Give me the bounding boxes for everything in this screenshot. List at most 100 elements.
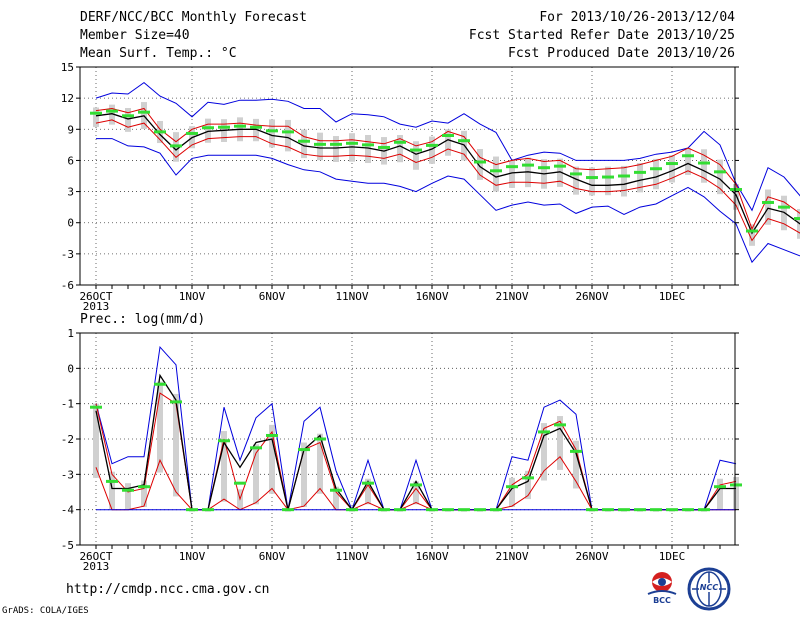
chart1-spread-box — [493, 156, 499, 192]
chart2-xtick-label: 26OCT — [79, 550, 112, 563]
chart-title: DERF/NCC/BCC Monthly Forecast — [80, 10, 307, 25]
chart2-spread-box — [541, 423, 547, 481]
chart1-ytick-label: 6 — [67, 154, 74, 167]
chart1-xtick-label: 26NOV — [575, 290, 608, 303]
chart1-series-1 — [95, 107, 800, 231]
chart1-spread-box — [557, 158, 563, 187]
chart1-ytick-label: 15 — [61, 61, 74, 74]
ncc-logo-text: NCC — [699, 583, 719, 592]
chart1-spread-box — [93, 107, 99, 127]
chart2-spread-box — [509, 477, 515, 508]
source-url: http://cmdp.ncc.cma.gov.cn — [66, 582, 270, 597]
chart1-frame — [79, 66, 736, 286]
variable-label-top: Mean Surf. Temp.: °C — [80, 46, 237, 61]
chart1-spread-box — [397, 134, 403, 163]
chart1-spread-box — [317, 132, 323, 161]
chart2-xtick-label: 1NOV — [179, 550, 206, 563]
chart2-xtick-label: 6NOV — [259, 550, 286, 563]
chart2-spread-box — [557, 416, 563, 470]
chart1-series-3 — [95, 119, 800, 242]
chart2-spread-box — [413, 481, 419, 505]
chart1-xtick-label: 26OCT — [79, 290, 112, 303]
chart1-spread-box — [797, 208, 800, 239]
chart1-spread-box — [621, 165, 627, 197]
chart1-xtick-year: 2013 — [83, 300, 110, 313]
chart1-ytick-label: -6 — [61, 279, 74, 292]
chart2-spread-box — [301, 442, 307, 508]
chart1-spread-box — [749, 224, 755, 246]
chart1-ytick-label: 9 — [67, 123, 74, 136]
chart1-xtick-label: 16NOV — [415, 290, 448, 303]
chart2-xtick-label: 21NOV — [495, 550, 528, 563]
chart2-spread-box — [93, 403, 99, 478]
chart1-spread-box — [125, 108, 131, 132]
chart2-spread-box — [333, 486, 339, 510]
chart2-ytick-label: -4 — [61, 504, 75, 517]
chart1-series-2 — [95, 113, 800, 235]
chart1-spread-box — [733, 184, 739, 210]
chart2-xtick-label: 1DEC — [659, 550, 686, 563]
chart1-spread-box — [269, 119, 275, 148]
chart1-spread-box — [701, 149, 707, 183]
chart1-spread-box — [589, 167, 595, 196]
chart2-ytick-label: 1 — [67, 327, 74, 340]
chart1-xtick-label: 1DEC — [659, 290, 686, 303]
chart2-spread-box — [269, 424, 275, 494]
chart1-spread-box — [253, 118, 259, 142]
chart2-spread-box — [733, 476, 739, 510]
chart2-spread-box — [573, 440, 579, 489]
bcc-logo: BCC — [642, 568, 682, 608]
chart1-spread-box — [301, 129, 307, 159]
chart2-spread-box — [141, 480, 147, 508]
forecast-produced-date: Fcst Produced Date 2013/10/26 — [508, 46, 735, 61]
chart1-spread-box — [765, 189, 771, 225]
chart1-spread-box — [685, 147, 691, 175]
bcc-logo-text: BCC — [653, 596, 671, 605]
chart2-spread-box — [253, 444, 259, 505]
chart2-ytick-label: 0 — [67, 362, 74, 375]
chart1-series-0 — [95, 81, 800, 212]
chart1-ytick-label: 12 — [61, 92, 74, 105]
chart2-xtick-year: 2013 — [83, 560, 110, 573]
chart2-xtick-label: 16NOV — [415, 550, 448, 563]
chart2-spread-box — [173, 393, 179, 497]
forecast-start-date: Fcst Started Refer Date 2013/10/25 — [468, 28, 735, 43]
member-size: Member Size=40 — [80, 28, 190, 43]
chart2-spread-box — [125, 483, 131, 510]
chart2-ylabel: Prec.: log(mm/d) — [80, 312, 205, 327]
chart1-spread-box — [285, 119, 291, 152]
chart1-ytick-label: -3 — [61, 248, 74, 261]
chart1-spread-box — [333, 136, 339, 162]
chart2-spread-box — [221, 431, 227, 502]
chart2-ytick-label: -1 — [61, 398, 74, 411]
chart2-ytick-label: -2 — [61, 433, 74, 446]
chart1-spread-box — [413, 141, 419, 170]
chart2-spread-box — [717, 478, 723, 510]
chart2-ytick-label: -3 — [61, 468, 74, 481]
chart1-spread-box — [509, 160, 515, 188]
chart1-spread-box — [717, 159, 723, 195]
chart1-spread-box — [429, 136, 435, 164]
grads-credit: GrADS: COLA/IGES — [2, 606, 89, 616]
chart1-spread-box — [365, 134, 371, 164]
chart2-spread-box — [157, 381, 163, 473]
chart1-ytick-label: 0 — [67, 217, 74, 230]
chart1-spread-box — [445, 129, 451, 156]
forecast-period: For 2013/10/26-2013/12/04 — [539, 10, 735, 25]
chart2-xtick-label: 11NOV — [335, 550, 368, 563]
chart1-series-4 — [96, 138, 800, 264]
chart1-spread-box — [573, 166, 579, 195]
chart1-xtick-label: 6NOV — [259, 290, 286, 303]
ncc-logo: NCC — [687, 567, 731, 611]
chart2-spread-box — [317, 433, 323, 494]
chart1-ytick-label: 3 — [67, 186, 74, 199]
chart1-spread-box — [653, 158, 659, 190]
chart1-xtick-label: 11NOV — [335, 290, 368, 303]
chart1-spread-box — [669, 155, 675, 183]
chart1-spread-box — [477, 149, 483, 180]
chart1-spread-box — [109, 104, 115, 125]
chart2-ytick-label: -5 — [61, 539, 74, 552]
chart1-spread-box — [205, 118, 211, 143]
chart2-spread-box — [525, 470, 531, 500]
